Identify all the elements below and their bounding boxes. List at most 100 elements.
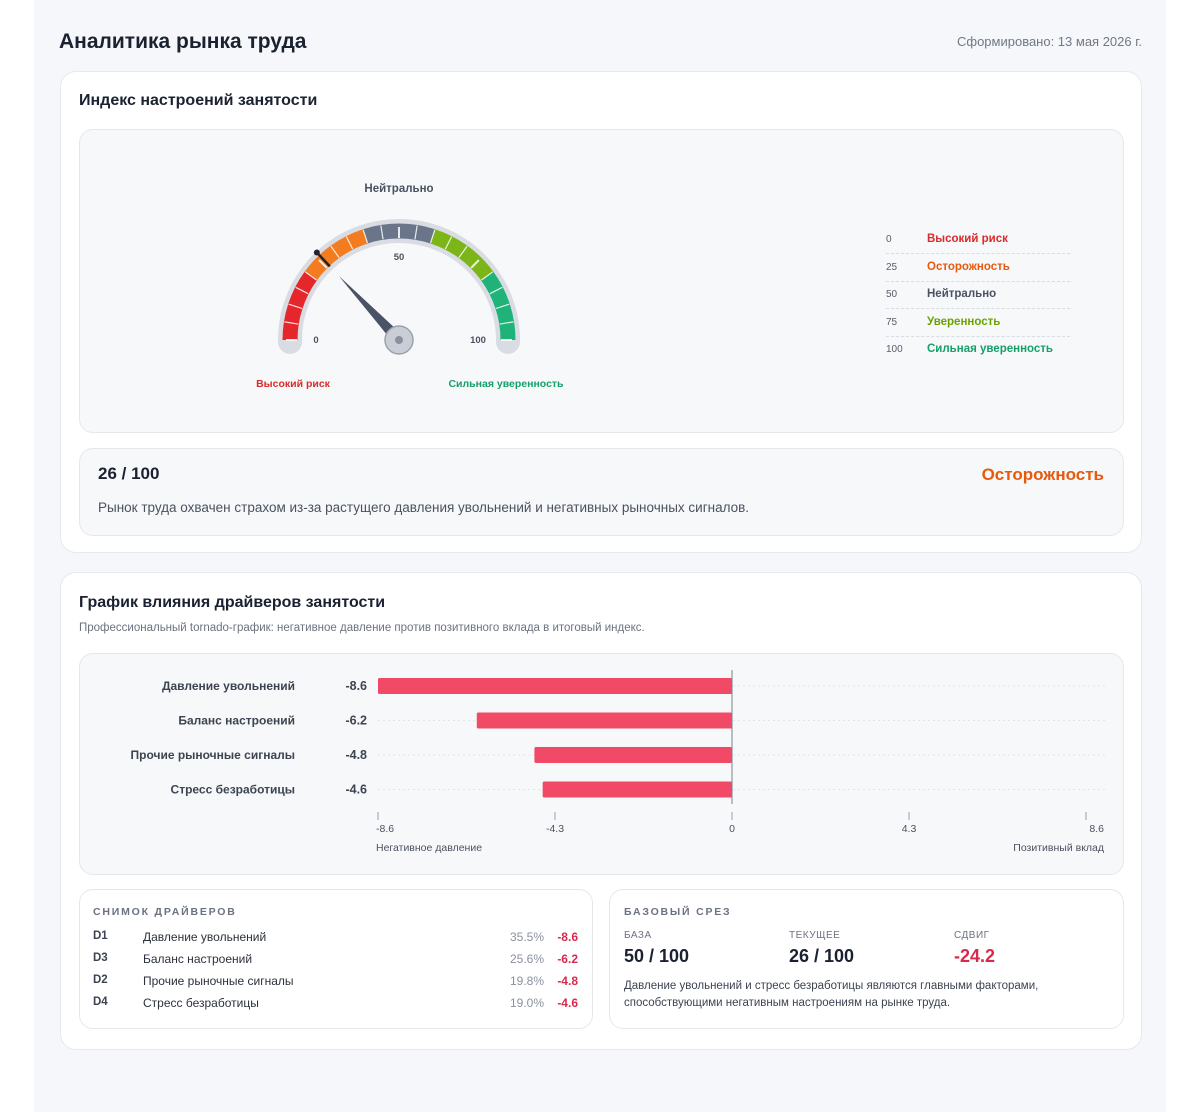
base-value: 50 / 100 xyxy=(624,946,690,966)
score-description: Рынок труда охвачен страхом из-за растущ… xyxy=(98,500,750,515)
gauge-tick-mark xyxy=(304,271,317,281)
gauge-tick-mark xyxy=(330,245,340,258)
axis-tick-label: -8.6 xyxy=(376,823,394,835)
gauge-hub-center xyxy=(395,336,403,344)
driver-code: D2 xyxy=(93,974,108,986)
sentiment-gauge: Нейтрально 0 50 100 Высокий риск Сильная… xyxy=(256,183,564,390)
gauge-top-label: Нейтрально xyxy=(364,183,433,195)
driver-share: 19.0% xyxy=(509,996,544,1010)
legend-value: 75 xyxy=(886,316,898,328)
driver-code: D3 xyxy=(93,952,108,964)
driver-category-label: Баланс настроений xyxy=(178,714,295,728)
tornado-panel: Давление увольнений -8.6 Баланс настроений… xyxy=(79,653,1124,875)
gauge-needle-pointer xyxy=(338,275,404,345)
driver-name: Стресс безработицы xyxy=(143,996,259,1010)
drivers-card: График влияния драйверов занятости Профе… xyxy=(60,572,1142,1050)
axis-label-positive: Позитивный вклад xyxy=(1013,842,1104,854)
gauge-tick-mid: 50 xyxy=(394,252,405,263)
gauge-tick-max: 100 xyxy=(470,335,486,346)
driver-code: D4 xyxy=(93,996,108,1008)
snapshot-row: D3 Баланс настроений 25.6% -6.2 xyxy=(93,949,578,969)
driver-value-label: -6.2 xyxy=(345,714,367,728)
driver-name: Прочие рыночные сигналы xyxy=(143,974,294,988)
gauge-tick-mark xyxy=(481,271,494,281)
gauge-right-caption: Сильная уверенность xyxy=(448,378,564,390)
legend-label: Высокий риск xyxy=(927,233,1008,245)
driver-value-label: -4.8 xyxy=(345,748,367,762)
driver-value-label: -4.6 xyxy=(345,783,367,797)
gauge-tick-mark xyxy=(288,303,303,310)
legend-row: 25 Осторожность xyxy=(886,254,1070,282)
snapshot-panel: СНИМОК ДРАЙВЕРОВ D1 Давление увольнений 35… xyxy=(79,889,593,1029)
gauge-value-marker xyxy=(315,251,331,268)
gauge-tick-mark xyxy=(429,229,436,244)
snapshot-row: D1 Давление увольнений 35.5% -8.6 xyxy=(93,927,578,947)
gauge-tick-mark xyxy=(499,321,514,325)
driver-name: Давление увольнений xyxy=(143,930,267,944)
gauge-panel: Нейтрально 0 50 100 Высокий риск Сильная… xyxy=(79,129,1124,433)
legend-row: 100 Сильная уверенность xyxy=(886,336,1070,363)
current-label: ТЕКУЩЕЕ xyxy=(789,930,841,941)
generated-date: Сформировано: 13 мая 2026 г. xyxy=(956,34,1142,49)
gauge-tick-mark xyxy=(295,286,309,295)
baseline-title: БАЗОВЫЙ СРЕЗ xyxy=(624,906,732,918)
driver-code: D1 xyxy=(93,930,108,942)
driver-value-label: -8.6 xyxy=(345,679,367,693)
baseline-panel: БАЗОВЫЙ СРЕЗ БАЗА 50 / 100 ТЕКУЩЕЕ 26 / … xyxy=(609,889,1124,1029)
legend-row: 0 Высокий риск xyxy=(886,226,1070,254)
gauge-needle xyxy=(313,249,414,355)
legend-value: 0 xyxy=(886,234,892,245)
legend-value: 50 xyxy=(886,289,898,300)
driver-value: -4.8 xyxy=(557,974,578,988)
snapshot-title: СНИМОК ДРАЙВЕРОВ xyxy=(93,906,237,918)
gauge-tick-mark xyxy=(284,321,299,325)
driver-bar xyxy=(378,678,732,694)
shift-value: -24.2 xyxy=(954,946,996,966)
gauge-value-dot xyxy=(313,249,320,256)
legend-row: 75 Уверенность xyxy=(886,309,1070,337)
gauge-tick-min: 0 xyxy=(313,335,318,346)
driver-bar xyxy=(542,781,732,798)
driver-name: Баланс настроений xyxy=(143,952,253,966)
driver-category-label: Давление увольнений xyxy=(162,679,295,693)
score-value: 26 / 100 xyxy=(98,464,160,483)
page-title: Аналитика рынка труда xyxy=(59,30,307,53)
current-value: 26 / 100 xyxy=(789,946,855,966)
sentiment-card: Индекс настроений занятости Нейтрально 0… xyxy=(60,71,1142,553)
driver-bar xyxy=(534,747,732,763)
snapshot-row: D4 Стресс безработицы 19.0% -4.6 xyxy=(93,993,578,1013)
driver-share: 35.5% xyxy=(509,930,544,944)
gauge-ring xyxy=(278,218,520,354)
driver-value: -6.2 xyxy=(557,952,578,966)
driver-share: 25.6% xyxy=(509,952,544,966)
drivers-card-title: График влияния драйверов занятости xyxy=(79,594,386,611)
gauge-tick-mark xyxy=(414,225,418,240)
axis-tick-label: 8.6 xyxy=(1089,823,1104,835)
driver-value: -8.6 xyxy=(557,930,578,944)
driver-bar xyxy=(476,712,732,729)
gauge-tick-mark xyxy=(458,245,468,258)
legend-value: 25 xyxy=(886,261,898,273)
legend-label: Сильная уверенность xyxy=(927,343,1053,355)
gauge-tick-mark xyxy=(380,225,384,240)
gauge-tick-mark xyxy=(489,286,503,295)
driver-category-label: Стресс безработицы xyxy=(171,783,295,797)
axis-tick-label: 0 xyxy=(729,823,735,835)
dashboard-page: Аналитика рынка труда Сформировано: 13 м… xyxy=(34,0,1166,1112)
legend-label: Уверенность xyxy=(927,315,1001,328)
gauge-tick-mark xyxy=(470,259,480,269)
gauge-tick-mark xyxy=(318,259,328,269)
legend-row: 50 Нейтрально xyxy=(886,281,1070,309)
zone-label: Осторожность xyxy=(981,465,1104,484)
gauge-tick-mark xyxy=(444,236,453,250)
gauge-tick-mark xyxy=(345,236,354,250)
base-label: БАЗА xyxy=(624,930,652,941)
legend-label: Нейтрально xyxy=(927,288,997,300)
axis-label-negative: Негативное давление xyxy=(376,842,482,854)
baseline-description: Давление увольнений и стресс безработицы… xyxy=(624,980,1039,1009)
gauge-tick-mark xyxy=(362,229,369,244)
shift-label: СДВИГ xyxy=(954,930,990,941)
legend-label: Осторожность xyxy=(927,260,1010,273)
snapshot-row: D2 Прочие рыночные сигналы 19.8% -4.8 xyxy=(93,971,578,991)
axis-tick-label: -4.3 xyxy=(546,823,564,835)
